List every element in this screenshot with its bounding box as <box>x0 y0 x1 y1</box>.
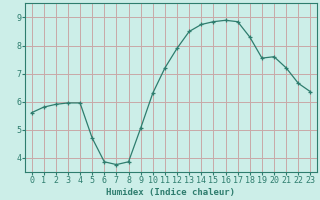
X-axis label: Humidex (Indice chaleur): Humidex (Indice chaleur) <box>107 188 236 197</box>
